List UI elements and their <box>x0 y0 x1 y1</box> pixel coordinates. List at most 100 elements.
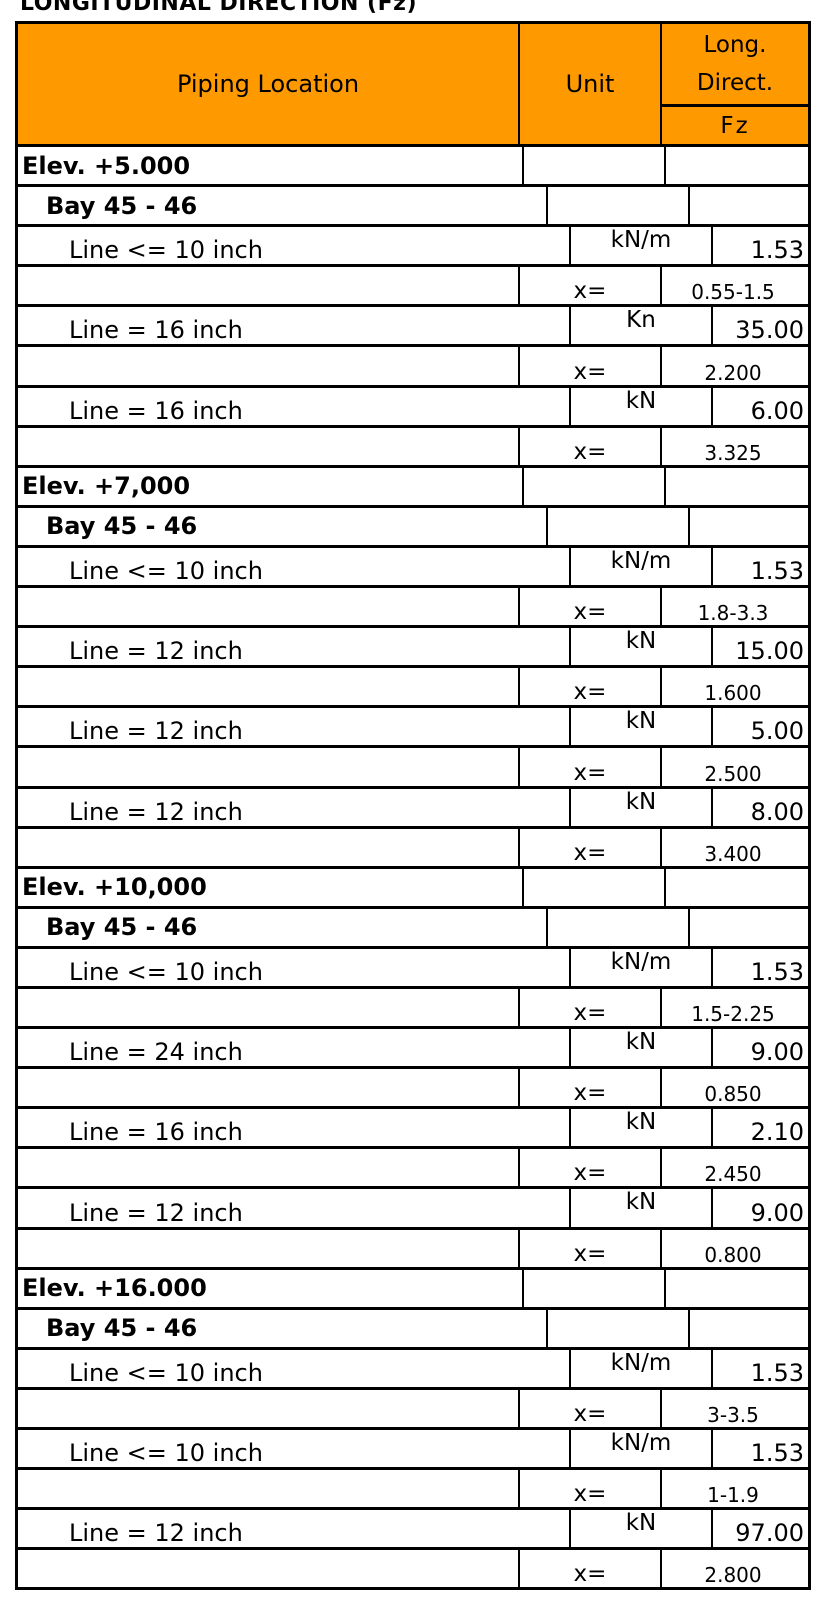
unit-cell[interactable]: x= <box>520 1470 662 1508</box>
location-cell[interactable]: Line = 12 inch <box>18 1189 571 1227</box>
location-cell[interactable]: Bay 45 - 46 <box>18 187 548 225</box>
unit-cell[interactable]: x= <box>520 347 662 385</box>
unit-cell[interactable]: x= <box>520 988 662 1027</box>
value-cell[interactable]: 0.850 <box>704 1082 762 1107</box>
location-cell[interactable]: Elev. +16.000 <box>18 1269 524 1307</box>
value-cell[interactable]: 2.800 <box>704 1563 762 1588</box>
value-cell[interactable]: 3.325 <box>704 440 762 465</box>
unit-cell[interactable]: x= <box>520 427 662 465</box>
location-cell[interactable] <box>18 668 520 706</box>
location-cell[interactable] <box>18 588 520 626</box>
location-cell[interactable]: Line <= 10 inch <box>18 1430 571 1468</box>
unit-cell[interactable]: x= <box>520 1389 662 1427</box>
location-cell[interactable]: Line <= 10 inch <box>18 227 571 265</box>
value-cell[interactable]: 1.5-2.25 <box>691 1002 775 1027</box>
location-cell[interactable]: Elev. +7,000 <box>18 467 524 505</box>
location-cell[interactable] <box>18 1229 520 1267</box>
unit-cell[interactable] <box>524 147 666 185</box>
location-cell[interactable] <box>18 1470 520 1508</box>
location-cell[interactable] <box>18 748 520 786</box>
unit-cell[interactable]: kN/m <box>571 227 713 265</box>
value-cell[interactable]: 2.500 <box>704 761 762 786</box>
location-cell[interactable] <box>18 267 520 305</box>
unit-cell[interactable] <box>524 868 666 906</box>
unit-cell[interactable] <box>548 908 690 946</box>
value-cell[interactable] <box>666 1270 808 1307</box>
unit-cell[interactable]: kN <box>571 387 713 425</box>
unit-cell[interactable]: kN/m <box>571 1349 713 1387</box>
unit-cell[interactable]: x= <box>520 1149 662 1187</box>
location-cell[interactable] <box>18 1069 520 1107</box>
location-cell[interactable]: Line <= 10 inch <box>18 1349 571 1387</box>
value-cell[interactable] <box>690 909 808 946</box>
header-piping-location[interactable]: Piping Location <box>18 24 520 144</box>
location-cell[interactable] <box>18 427 520 465</box>
value-cell[interactable]: 1-1.9 <box>707 1483 759 1508</box>
unit-cell[interactable]: kN <box>571 1189 713 1227</box>
location-cell[interactable]: Line = 12 inch <box>18 788 571 826</box>
value-cell[interactable]: 1.600 <box>704 681 762 706</box>
location-cell[interactable]: Line <= 10 inch <box>18 547 571 586</box>
location-cell[interactable]: Bay 45 - 46 <box>18 507 548 545</box>
unit-cell[interactable] <box>548 187 690 225</box>
unit-cell[interactable]: x= <box>520 588 662 626</box>
unit-cell[interactable]: x= <box>520 1550 662 1588</box>
location-cell[interactable]: Line = 12 inch <box>18 628 571 666</box>
unit-cell[interactable]: x= <box>520 267 662 305</box>
location-cell[interactable]: Line = 16 inch <box>18 307 571 345</box>
location-cell[interactable]: Line = 16 inch <box>18 1109 571 1147</box>
value-cell[interactable]: 15.00 <box>735 637 804 666</box>
value-cell[interactable]: 0.800 <box>704 1242 762 1267</box>
location-cell[interactable] <box>18 1550 520 1588</box>
location-cell[interactable]: Line = 24 inch <box>18 1029 571 1067</box>
unit-cell[interactable]: kN/m <box>571 1430 713 1468</box>
location-cell[interactable]: Line = 16 inch <box>18 387 571 425</box>
value-cell[interactable]: 2.200 <box>704 360 762 385</box>
value-cell[interactable]: 8.00 <box>750 797 804 826</box>
value-cell[interactable] <box>666 468 808 505</box>
header-long-direct[interactable]: Long. Direct. <box>662 24 808 107</box>
unit-cell[interactable] <box>548 1309 690 1347</box>
unit-cell[interactable]: kN <box>571 1109 713 1147</box>
header-fz[interactable]: Fz <box>720 112 750 139</box>
value-cell[interactable]: 3.400 <box>704 841 762 866</box>
value-cell[interactable]: 1.53 <box>750 557 804 586</box>
location-cell[interactable] <box>18 1389 520 1427</box>
value-cell[interactable] <box>666 869 808 906</box>
value-cell[interactable]: 9.00 <box>750 1198 804 1227</box>
unit-cell[interactable]: kN/m <box>571 547 713 586</box>
unit-cell[interactable] <box>548 507 690 545</box>
unit-cell[interactable]: Kn <box>571 307 713 345</box>
unit-cell[interactable]: x= <box>520 1069 662 1107</box>
location-cell[interactable]: Elev. +10,000 <box>18 868 524 906</box>
value-cell[interactable]: 3-3.5 <box>707 1403 759 1427</box>
unit-cell[interactable]: kN <box>571 1510 713 1548</box>
value-cell[interactable] <box>690 508 808 545</box>
value-cell[interactable] <box>690 187 808 224</box>
unit-cell[interactable]: kN <box>571 628 713 666</box>
value-cell[interactable]: 0.55-1.5 <box>691 280 775 305</box>
unit-cell[interactable]: x= <box>520 748 662 786</box>
unit-cell[interactable]: kN <box>571 708 713 746</box>
value-cell[interactable]: 5.00 <box>750 717 804 746</box>
unit-cell[interactable]: x= <box>520 828 662 866</box>
value-cell[interactable]: 97.00 <box>735 1519 804 1548</box>
value-cell[interactable]: 9.00 <box>750 1038 804 1067</box>
header-unit[interactable]: Unit <box>520 24 662 144</box>
location-cell[interactable] <box>18 988 520 1027</box>
unit-cell[interactable]: kN <box>571 1029 713 1067</box>
unit-cell[interactable]: kN <box>571 788 713 826</box>
value-cell[interactable] <box>666 147 808 184</box>
location-cell[interactable]: Bay 45 - 46 <box>18 1309 548 1347</box>
location-cell[interactable]: Line <= 10 inch <box>18 948 571 986</box>
value-cell[interactable]: 1.53 <box>750 1358 804 1387</box>
value-cell[interactable]: 1.53 <box>750 957 804 986</box>
unit-cell[interactable] <box>524 467 666 505</box>
value-cell[interactable]: 1.8-3.3 <box>697 601 769 626</box>
location-cell[interactable] <box>18 1149 520 1187</box>
value-cell[interactable] <box>690 1310 808 1347</box>
location-cell[interactable]: Line = 12 inch <box>18 708 571 746</box>
location-cell[interactable]: Bay 45 - 46 <box>18 908 548 946</box>
value-cell[interactable]: 1.53 <box>750 236 804 265</box>
location-cell[interactable] <box>18 347 520 385</box>
